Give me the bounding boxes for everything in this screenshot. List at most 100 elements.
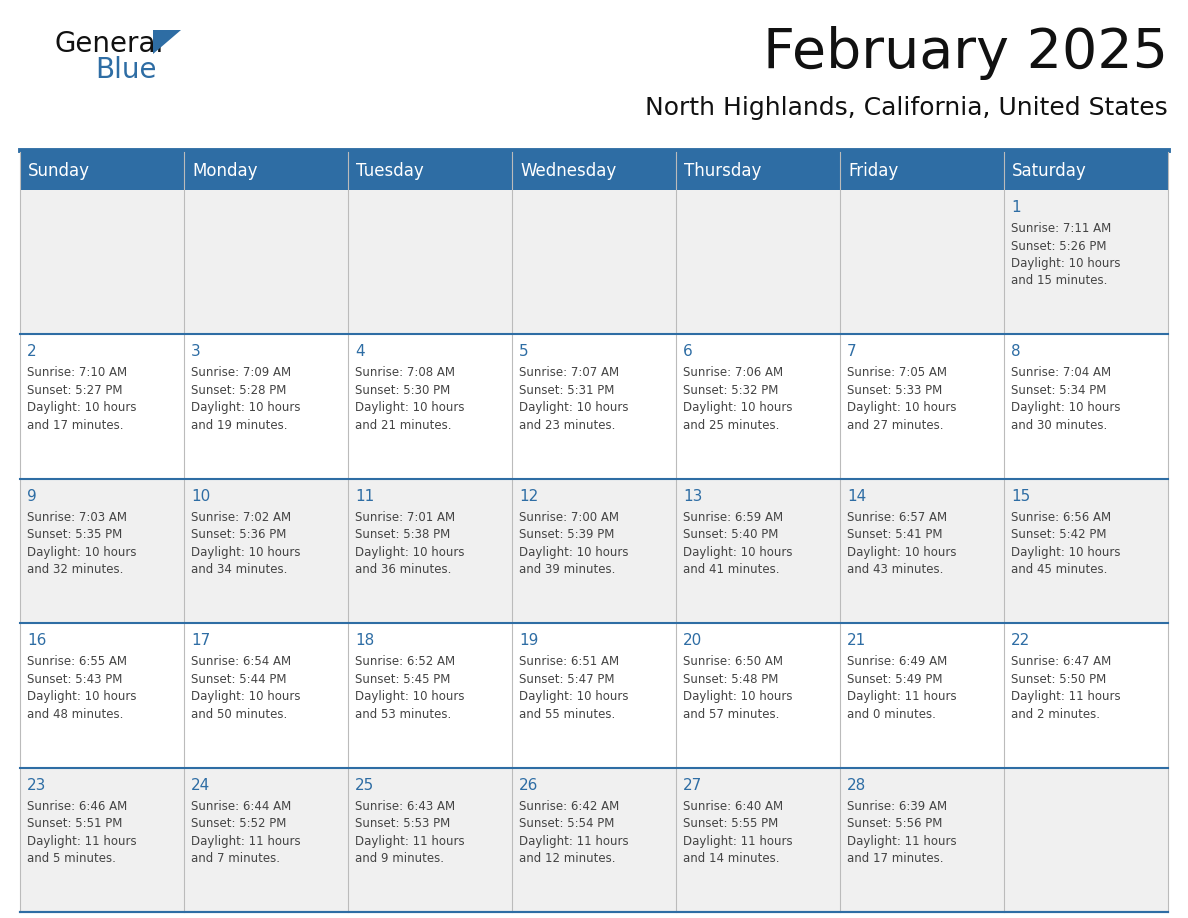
Text: Sunset: 5:55 PM: Sunset: 5:55 PM bbox=[683, 817, 778, 830]
Bar bbox=[1004, 190, 1168, 334]
Text: Sunrise: 6:46 AM: Sunrise: 6:46 AM bbox=[27, 800, 127, 812]
Text: and 50 minutes.: and 50 minutes. bbox=[191, 708, 287, 721]
Text: Sunrise: 6:56 AM: Sunrise: 6:56 AM bbox=[1011, 510, 1111, 524]
Bar bbox=[1004, 479, 1168, 623]
Text: Daylight: 10 hours: Daylight: 10 hours bbox=[191, 546, 301, 559]
Text: Sunrise: 6:55 AM: Sunrise: 6:55 AM bbox=[27, 655, 127, 668]
Text: 9: 9 bbox=[27, 488, 37, 504]
Text: Sunrise: 6:51 AM: Sunrise: 6:51 AM bbox=[519, 655, 619, 668]
Bar bbox=[840, 152, 1004, 190]
Bar bbox=[512, 152, 676, 190]
Bar bbox=[840, 479, 1004, 623]
Text: 16: 16 bbox=[27, 633, 46, 648]
Text: Sunrise: 7:07 AM: Sunrise: 7:07 AM bbox=[519, 366, 619, 379]
Text: Daylight: 10 hours: Daylight: 10 hours bbox=[27, 690, 137, 703]
Text: 4: 4 bbox=[355, 344, 365, 360]
Text: Daylight: 10 hours: Daylight: 10 hours bbox=[1011, 257, 1120, 270]
Text: Sunrise: 7:09 AM: Sunrise: 7:09 AM bbox=[191, 366, 291, 379]
Text: and 23 minutes.: and 23 minutes. bbox=[519, 419, 615, 431]
Text: and 30 minutes.: and 30 minutes. bbox=[1011, 419, 1107, 431]
Text: Sunset: 5:51 PM: Sunset: 5:51 PM bbox=[27, 817, 122, 830]
Text: 27: 27 bbox=[683, 778, 702, 792]
Bar bbox=[512, 190, 676, 334]
Text: 25: 25 bbox=[355, 778, 374, 792]
Text: and 15 minutes.: and 15 minutes. bbox=[1011, 274, 1107, 287]
Bar bbox=[184, 479, 348, 623]
Text: 3: 3 bbox=[191, 344, 201, 360]
Text: Blue: Blue bbox=[95, 56, 157, 84]
Text: Sunrise: 6:50 AM: Sunrise: 6:50 AM bbox=[683, 655, 783, 668]
Text: and 19 minutes.: and 19 minutes. bbox=[191, 419, 287, 431]
Text: Sunrise: 7:02 AM: Sunrise: 7:02 AM bbox=[191, 510, 291, 524]
Text: and 34 minutes.: and 34 minutes. bbox=[191, 564, 287, 577]
Text: Sunrise: 7:04 AM: Sunrise: 7:04 AM bbox=[1011, 366, 1111, 379]
Text: Sunset: 5:38 PM: Sunset: 5:38 PM bbox=[355, 528, 450, 542]
Text: 22: 22 bbox=[1011, 633, 1030, 648]
Text: Daylight: 10 hours: Daylight: 10 hours bbox=[683, 690, 792, 703]
Bar bbox=[20, 623, 184, 767]
Text: and 0 minutes.: and 0 minutes. bbox=[847, 708, 936, 721]
Text: Sunrise: 7:11 AM: Sunrise: 7:11 AM bbox=[1011, 222, 1111, 235]
Text: Sunset: 5:39 PM: Sunset: 5:39 PM bbox=[519, 528, 614, 542]
Text: Sunset: 5:56 PM: Sunset: 5:56 PM bbox=[847, 817, 942, 830]
Text: Sunset: 5:44 PM: Sunset: 5:44 PM bbox=[191, 673, 286, 686]
Text: Sunset: 5:47 PM: Sunset: 5:47 PM bbox=[519, 673, 614, 686]
Text: Daylight: 10 hours: Daylight: 10 hours bbox=[27, 401, 137, 414]
Text: Sunday: Sunday bbox=[29, 162, 90, 180]
Text: Sunrise: 6:57 AM: Sunrise: 6:57 AM bbox=[847, 510, 947, 524]
Text: Daylight: 10 hours: Daylight: 10 hours bbox=[355, 401, 465, 414]
Text: and 57 minutes.: and 57 minutes. bbox=[683, 708, 779, 721]
Text: 15: 15 bbox=[1011, 488, 1030, 504]
Text: Sunset: 5:49 PM: Sunset: 5:49 PM bbox=[847, 673, 942, 686]
Text: Monday: Monday bbox=[192, 162, 258, 180]
Text: Daylight: 10 hours: Daylight: 10 hours bbox=[519, 401, 628, 414]
Text: Sunset: 5:31 PM: Sunset: 5:31 PM bbox=[519, 384, 614, 397]
Text: and 21 minutes.: and 21 minutes. bbox=[355, 419, 451, 431]
Text: Sunrise: 6:47 AM: Sunrise: 6:47 AM bbox=[1011, 655, 1111, 668]
Text: and 5 minutes.: and 5 minutes. bbox=[27, 852, 116, 865]
Bar bbox=[676, 479, 840, 623]
Text: Sunset: 5:35 PM: Sunset: 5:35 PM bbox=[27, 528, 122, 542]
Bar bbox=[512, 479, 676, 623]
Text: Sunrise: 6:59 AM: Sunrise: 6:59 AM bbox=[683, 510, 783, 524]
Bar bbox=[1004, 623, 1168, 767]
Text: Sunrise: 6:49 AM: Sunrise: 6:49 AM bbox=[847, 655, 947, 668]
Bar bbox=[20, 334, 184, 479]
Text: and 17 minutes.: and 17 minutes. bbox=[847, 852, 943, 865]
Text: Sunset: 5:40 PM: Sunset: 5:40 PM bbox=[683, 528, 778, 542]
Text: North Highlands, California, United States: North Highlands, California, United Stat… bbox=[645, 96, 1168, 120]
Text: and 17 minutes.: and 17 minutes. bbox=[27, 419, 124, 431]
Text: February 2025: February 2025 bbox=[763, 26, 1168, 80]
Bar bbox=[348, 152, 512, 190]
Text: Sunrise: 6:42 AM: Sunrise: 6:42 AM bbox=[519, 800, 619, 812]
Bar bbox=[512, 623, 676, 767]
Text: Daylight: 11 hours: Daylight: 11 hours bbox=[519, 834, 628, 847]
Bar bbox=[20, 767, 184, 912]
Bar bbox=[20, 152, 184, 190]
Text: and 27 minutes.: and 27 minutes. bbox=[847, 419, 943, 431]
Text: and 55 minutes.: and 55 minutes. bbox=[519, 708, 615, 721]
Text: Daylight: 10 hours: Daylight: 10 hours bbox=[519, 690, 628, 703]
Text: Saturday: Saturday bbox=[1012, 162, 1087, 180]
Text: Sunset: 5:50 PM: Sunset: 5:50 PM bbox=[1011, 673, 1106, 686]
Bar bbox=[20, 190, 184, 334]
Text: 6: 6 bbox=[683, 344, 693, 360]
Text: and 25 minutes.: and 25 minutes. bbox=[683, 419, 779, 431]
Text: Sunset: 5:53 PM: Sunset: 5:53 PM bbox=[355, 817, 450, 830]
Text: Daylight: 10 hours: Daylight: 10 hours bbox=[27, 546, 137, 559]
Text: 19: 19 bbox=[519, 633, 538, 648]
Text: Sunset: 5:33 PM: Sunset: 5:33 PM bbox=[847, 384, 942, 397]
Text: 5: 5 bbox=[519, 344, 529, 360]
Text: Sunset: 5:48 PM: Sunset: 5:48 PM bbox=[683, 673, 778, 686]
Text: and 7 minutes.: and 7 minutes. bbox=[191, 852, 280, 865]
Text: Daylight: 10 hours: Daylight: 10 hours bbox=[1011, 401, 1120, 414]
Text: General: General bbox=[55, 30, 164, 58]
Text: Sunset: 5:41 PM: Sunset: 5:41 PM bbox=[847, 528, 942, 542]
Text: Daylight: 11 hours: Daylight: 11 hours bbox=[355, 834, 465, 847]
Text: Sunset: 5:34 PM: Sunset: 5:34 PM bbox=[1011, 384, 1106, 397]
Text: and 2 minutes.: and 2 minutes. bbox=[1011, 708, 1100, 721]
Text: Sunrise: 6:39 AM: Sunrise: 6:39 AM bbox=[847, 800, 947, 812]
Text: 13: 13 bbox=[683, 488, 702, 504]
Text: Sunrise: 7:10 AM: Sunrise: 7:10 AM bbox=[27, 366, 127, 379]
Text: 1: 1 bbox=[1011, 200, 1020, 215]
